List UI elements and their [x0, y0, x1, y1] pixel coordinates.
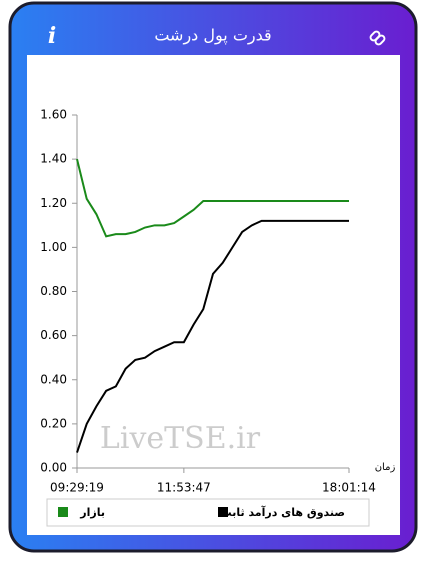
- y-tick-label: 0.00: [40, 461, 67, 475]
- y-tick-label: 1.20: [40, 196, 67, 210]
- legend: [46, 498, 370, 527]
- y-tick-label: 1.60: [40, 108, 67, 122]
- line: [76, 158, 349, 238]
- y-tick-label: 0.60: [40, 328, 67, 342]
- x-tick-label: 11:53:47: [157, 481, 211, 495]
- legend-label: بازار: [79, 506, 105, 519]
- legend-swatch: [218, 507, 228, 517]
- info-button[interactable]: i: [48, 23, 56, 49]
- x-tick-label: 18:01:14: [322, 481, 376, 495]
- panel: [27, 55, 400, 535]
- y-tick-label: 0.80: [40, 284, 67, 298]
- title: قدرت پول درشت: [154, 26, 271, 46]
- x-axis-title: زمان: [375, 462, 396, 473]
- y-tick-label: 1.00: [40, 240, 67, 254]
- watermark: LiveTSE.ir: [100, 421, 261, 456]
- y-tick-label: 1.40: [40, 152, 67, 166]
- link-button[interactable]: [369, 30, 386, 46]
- x-tick-label: 09:29:19: [50, 481, 104, 495]
- legend-swatch: [58, 507, 68, 517]
- line: [76, 219, 349, 453]
- y-tick-label: 0.20: [40, 416, 67, 430]
- legend-label: صندوق های درآمد ثابت: [221, 505, 345, 519]
- y-tick-label: 0.40: [40, 372, 67, 386]
